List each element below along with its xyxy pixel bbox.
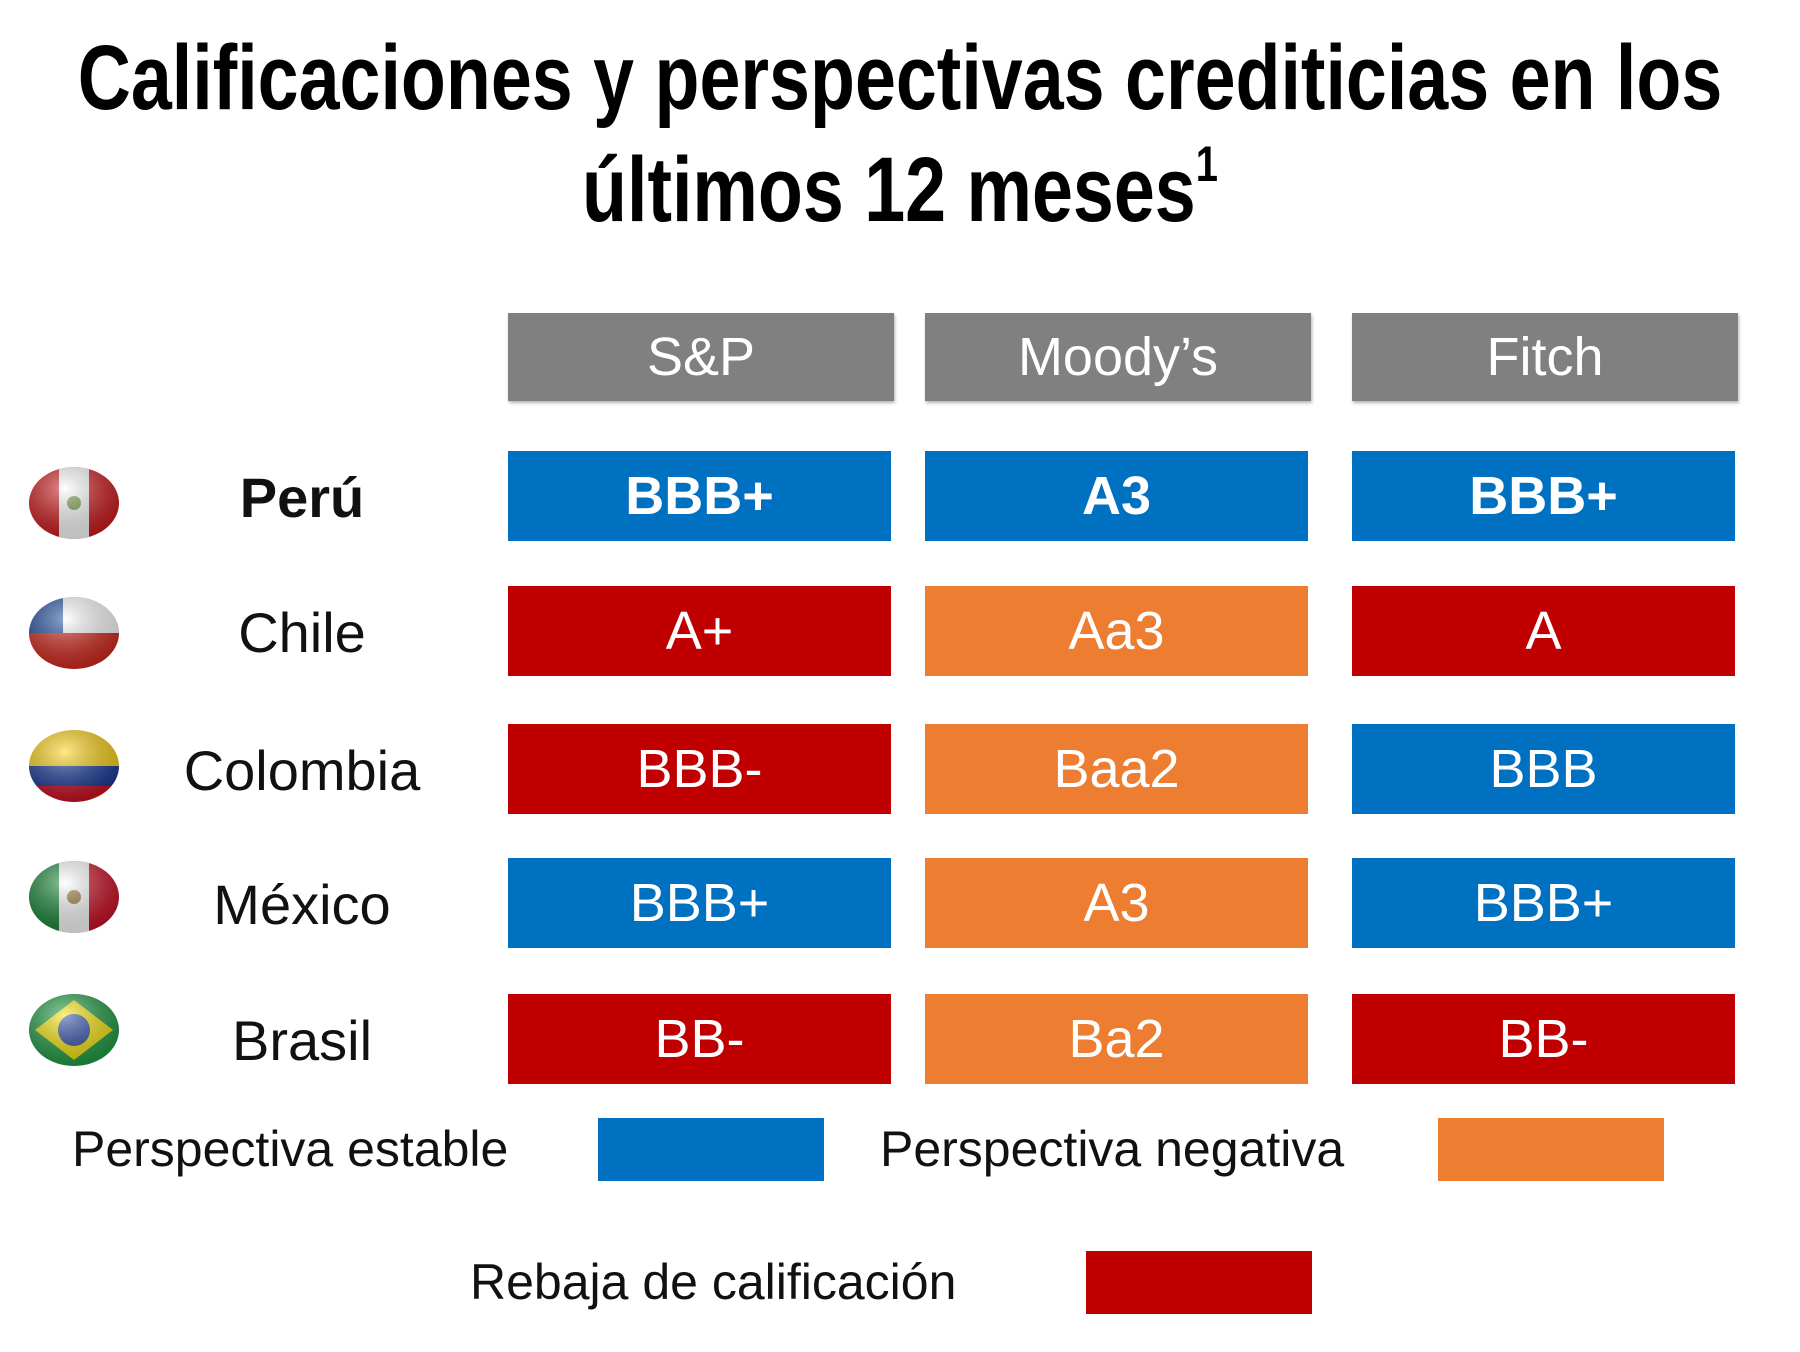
flag-brasil bbox=[29, 994, 119, 1066]
legend-label: Perspectiva estable bbox=[72, 1121, 509, 1177]
rating-cell: Ba2 bbox=[925, 994, 1308, 1084]
column-header: S&P bbox=[508, 313, 894, 401]
legend-swatch bbox=[598, 1118, 824, 1181]
country-label: México bbox=[213, 873, 391, 936]
country-label: Chile bbox=[238, 601, 366, 664]
legend-label: Rebaja de calificación bbox=[470, 1254, 957, 1310]
legend-label: Perspectiva negativa bbox=[880, 1121, 1345, 1177]
rating-cell: BBB+ bbox=[1352, 858, 1735, 948]
flag-peru bbox=[29, 467, 119, 539]
column-header: Fitch bbox=[1352, 313, 1738, 401]
flag-chile bbox=[29, 597, 119, 669]
rating-cell: A bbox=[1352, 586, 1735, 676]
rating-cell: BBB+ bbox=[1352, 451, 1735, 541]
country-label: Brasil bbox=[231, 1009, 373, 1072]
rating-cell: BBB+ bbox=[508, 858, 891, 948]
title: Calificaciones y perspectivas crediticia… bbox=[0, 22, 1800, 246]
rating-cell: BB- bbox=[508, 994, 891, 1084]
rating-cell: BBB+ bbox=[508, 451, 891, 541]
country-label: Colombia bbox=[183, 739, 421, 802]
rating-cell: Baa2 bbox=[925, 724, 1308, 814]
flag-colombia bbox=[29, 730, 119, 802]
rating-cell: BBB bbox=[1352, 724, 1735, 814]
legend-swatch bbox=[1438, 1118, 1664, 1181]
rating-cell: BBB- bbox=[508, 724, 891, 814]
country-label: Perú bbox=[239, 466, 365, 529]
rating-cell: Aa3 bbox=[925, 586, 1308, 676]
title-text: Calificaciones y perspectivas crediticia… bbox=[77, 27, 1723, 241]
rating-cell: A+ bbox=[508, 586, 891, 676]
flag-mexico bbox=[29, 861, 119, 933]
column-header: Moody’s bbox=[925, 313, 1311, 401]
rating-cell: BB- bbox=[1352, 994, 1735, 1084]
rating-cell: A3 bbox=[925, 451, 1308, 541]
rating-cell: A3 bbox=[925, 858, 1308, 948]
legend-swatch bbox=[1086, 1251, 1312, 1314]
title-note: 1 bbox=[1195, 136, 1218, 192]
